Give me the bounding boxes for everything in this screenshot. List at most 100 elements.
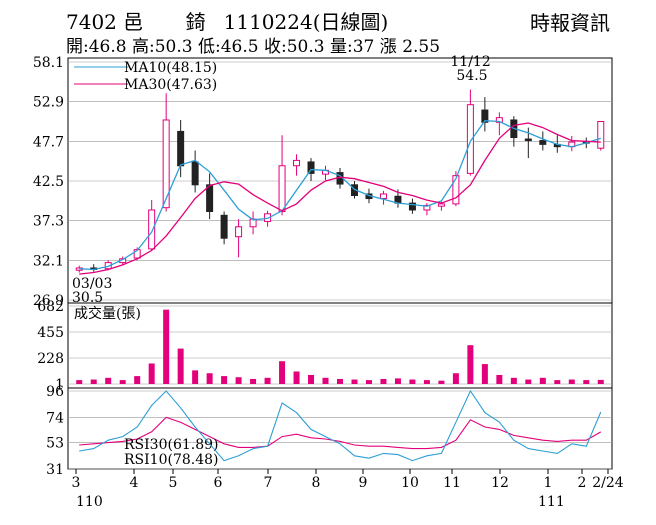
candle-body <box>524 138 532 142</box>
high-label: 高 <box>132 37 149 57</box>
stock-name: 邑 錡 <box>123 10 224 34</box>
volume-bar <box>394 378 401 384</box>
price-tick-label: 52.9 <box>33 95 64 111</box>
candle-body <box>293 159 301 167</box>
change-label: 漲 <box>379 37 397 57</box>
volume-bar <box>235 377 242 384</box>
month-label: 12 <box>491 475 509 491</box>
volume-bar <box>438 380 445 384</box>
candle-body <box>220 214 228 239</box>
volume-bar <box>105 377 112 384</box>
open-value: 46.8 <box>88 37 127 57</box>
low-label: 低 <box>198 37 215 57</box>
volume-bar <box>192 370 199 384</box>
volume-bar <box>380 378 387 384</box>
price-tick-label: 26.9 <box>33 293 64 309</box>
volume-bar <box>423 380 430 384</box>
volume-bar <box>452 373 459 384</box>
stock-code: 7402 <box>66 10 117 34</box>
volume-bar <box>337 378 343 384</box>
ma10-line <box>79 120 601 271</box>
candle-body <box>235 226 243 238</box>
month-label: 10 <box>401 475 419 491</box>
rsi-tick-label: 53 <box>46 436 64 452</box>
high-date-annotation: 11/12 <box>450 54 490 70</box>
volume-value: 37 <box>352 37 375 57</box>
volume-tick-label: 228 <box>37 351 64 367</box>
volume-panel: 682 455 228 1 成交量(張) <box>37 299 612 393</box>
candle-body <box>423 204 431 211</box>
volume-bar <box>90 379 97 384</box>
low-value: 46.5 <box>220 37 259 57</box>
volume-bar <box>365 380 372 384</box>
volume-bar <box>119 380 126 384</box>
volume-bar <box>279 361 286 384</box>
volume-bar <box>177 348 184 384</box>
month-label: 1 <box>544 475 553 491</box>
low-date-annotation: 03/03 <box>72 276 112 292</box>
volume-bar <box>554 380 561 384</box>
volume-bar <box>293 371 300 384</box>
ohlc-summary: 開:46.8 高:50.3 低:46.5 收:50.3 量:37 漲 2.55 <box>66 37 441 57</box>
volume-bar <box>568 379 575 384</box>
rsi10-legend: RSI10(78.48) <box>124 452 218 468</box>
low-value-annotation: 30.5 <box>72 290 103 306</box>
chart-date-label: 1110224(日線圖) <box>223 10 389 34</box>
candle-body <box>264 213 272 222</box>
close-value: 50.3 <box>286 37 325 57</box>
volume-bar <box>583 380 590 384</box>
change-value: 2.55 <box>402 37 441 57</box>
price-tick-label: 32.1 <box>33 253 64 269</box>
volume-bar <box>467 345 474 384</box>
volume-bar <box>148 363 155 384</box>
close-label: 收 <box>264 37 281 57</box>
volume-bar <box>597 379 604 384</box>
candle-body <box>307 161 315 174</box>
volume-bar <box>250 378 257 384</box>
rsi30-line <box>79 416 602 450</box>
volume-title: 成交量(張) <box>74 305 141 322</box>
volume-bar <box>264 377 271 384</box>
candle-body <box>191 161 199 186</box>
legend-label: MA30(47.63) <box>124 77 217 93</box>
brand-label: 時報資訊 <box>530 11 610 35</box>
volume-bar <box>206 373 213 384</box>
price-tick-label: 42.5 <box>33 174 64 190</box>
rsi30-legend: RSI30(61.89) <box>124 437 218 453</box>
candle-body <box>452 175 460 205</box>
rsi-tick-label: 96 <box>46 384 64 400</box>
open-label: 開 <box>66 37 83 57</box>
month-label: 2/24 <box>592 475 624 491</box>
month-label: 3 <box>72 475 81 491</box>
candle-body <box>539 140 547 145</box>
chart-title: 7402 邑 錡1110224(日線圖) <box>66 6 388 35</box>
volume-bar <box>525 379 532 384</box>
volume-bar <box>76 380 83 384</box>
volume-bar <box>351 379 358 384</box>
volume-bar <box>409 379 416 384</box>
rsi-tick-label: 74 <box>46 410 64 426</box>
candle-body <box>437 203 445 207</box>
volume-bar <box>134 376 141 384</box>
price-panel: 58.1 52.9 47.7 42.5 37.3 32.1 26.9 MA10(48.15)M… <box>33 54 612 309</box>
month-label: 11 <box>443 475 461 491</box>
price-tick-label: 58.1 <box>33 55 64 71</box>
plot-frame <box>67 57 613 470</box>
volume-tick-label: 1 <box>55 377 64 393</box>
candle-body <box>597 121 605 149</box>
volume-bar <box>163 309 170 384</box>
volume-tick-label: 455 <box>37 325 64 341</box>
month-label: 7 <box>264 475 273 491</box>
volume-bar <box>308 374 315 384</box>
candle-body <box>162 119 170 209</box>
month-label: 8 <box>312 475 321 491</box>
candle-body <box>206 184 214 213</box>
price-tick-label: 47.7 <box>33 134 64 150</box>
candle-body <box>177 130 185 167</box>
volume-bar <box>322 377 329 384</box>
price-tick-label: 37.3 <box>33 214 64 230</box>
rsi-panel: 96 74 53 31 RSI30(61.89)RSI10(78.48) <box>46 384 612 478</box>
month-label: 6 <box>214 475 223 491</box>
